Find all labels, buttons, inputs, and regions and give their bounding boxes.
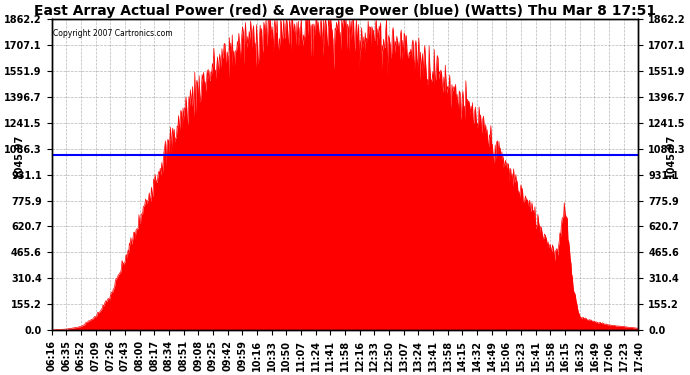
Text: Copyright 2007 Cartronics.com: Copyright 2007 Cartronics.com [52, 28, 172, 38]
Text: 1045.97: 1045.97 [14, 134, 24, 178]
Title: East Array Actual Power (red) & Average Power (blue) (Watts) Thu Mar 8 17:51: East Array Actual Power (red) & Average … [34, 4, 656, 18]
Text: 1045.97: 1045.97 [666, 134, 676, 178]
